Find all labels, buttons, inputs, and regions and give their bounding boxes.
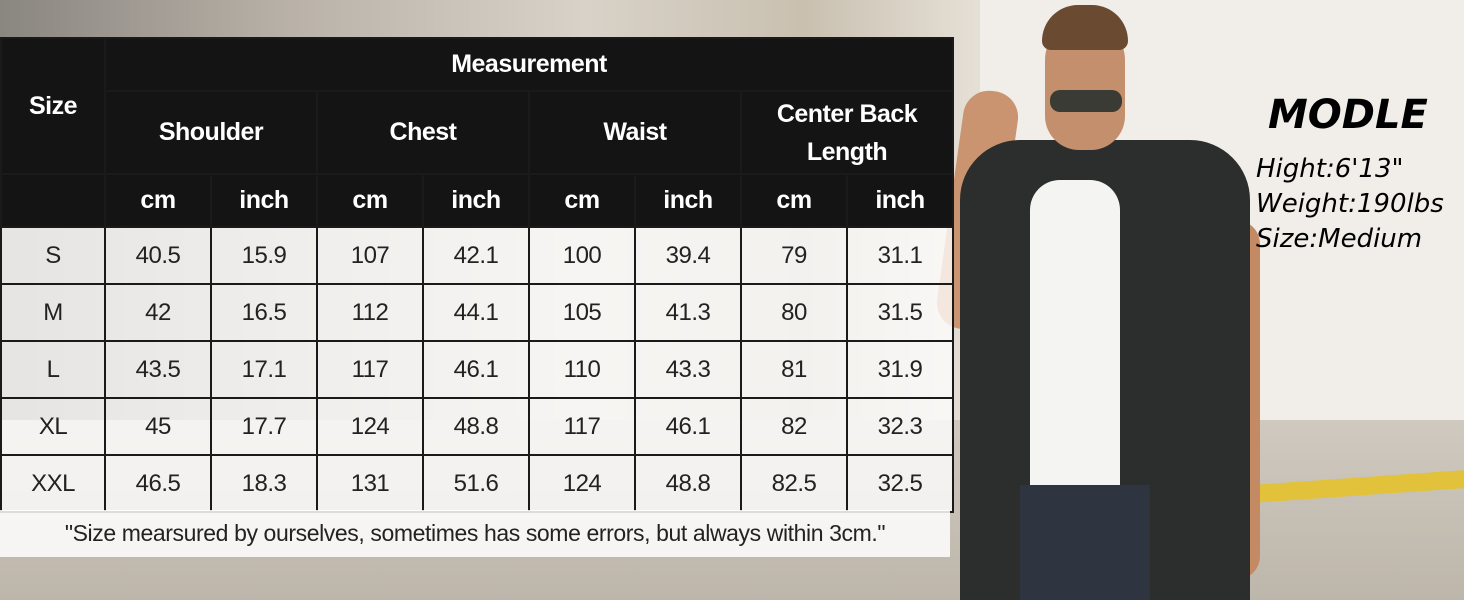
unit-header: cm <box>316 173 424 228</box>
table-row: M 42 16.5 112 44.1 105 41.3 80 31.5 <box>0 283 955 342</box>
table-row: L 43.5 17.1 117 46.1 110 43.3 81 31.9 <box>0 340 955 399</box>
unit-header: inch <box>845 173 955 228</box>
table-row: S 40.5 15.9 107 42.1 100 39.4 79 31.1 <box>0 226 955 285</box>
measurement-cell: 43.5 <box>104 340 212 399</box>
unit-header: inch <box>634 173 742 228</box>
footnote: "Size mearsured by ourselves, sometimes … <box>0 510 950 557</box>
measurement-cell: 44.1 <box>422 283 530 342</box>
measurement-cell: 117 <box>316 340 424 399</box>
measurement-cell: 42.1 <box>422 226 530 285</box>
measurement-cell: 46.1 <box>634 397 742 456</box>
measurement-cell: 17.1 <box>210 340 318 399</box>
measurement-cell: 15.9 <box>210 226 318 285</box>
unit-header: cm <box>528 173 636 228</box>
measurement-cell: 43.3 <box>634 340 742 399</box>
measurement-cell: 40.5 <box>104 226 212 285</box>
size-cell: XXL <box>0 454 106 513</box>
measurement-header: Measurement <box>103 37 955 92</box>
measurement-cell: 48.8 <box>422 397 530 456</box>
measurement-cell: 39.4 <box>634 226 742 285</box>
measurement-cell: 112 <box>316 283 424 342</box>
measurement-cell: 82 <box>740 397 848 456</box>
measurement-cell: 16.5 <box>210 283 318 342</box>
size-cell: L <box>0 340 106 399</box>
model-title: MODLE <box>1268 92 1428 138</box>
unit-header: inch <box>422 173 530 228</box>
measurement-cell: 105 <box>528 283 636 342</box>
measurement-cell: 124 <box>316 397 424 456</box>
measurement-cell: 110 <box>528 340 636 399</box>
unit-header: inch <box>210 173 318 228</box>
measurement-cell: 48.8 <box>634 454 742 513</box>
measurement-cell: 51.6 <box>422 454 530 513</box>
measurement-cell: 42 <box>104 283 212 342</box>
measurement-cell: 80 <box>740 283 848 342</box>
measurement-cell: 100 <box>528 226 636 285</box>
waist-header: Waist <box>528 90 742 175</box>
measurement-cell: 31.5 <box>845 283 955 342</box>
measurement-cell: 18.3 <box>210 454 318 513</box>
shoulder-header: Shoulder <box>104 90 318 175</box>
model-photo <box>933 0 1270 600</box>
measurement-cell: 45 <box>104 397 212 456</box>
size-cell: XL <box>0 397 106 456</box>
measurement-cell: 82.5 <box>740 454 848 513</box>
measurement-cell: 32.3 <box>845 397 955 456</box>
model-weight: Weight:190lbs <box>1256 189 1444 219</box>
center-back-length-header: Center Back Length <box>739 90 955 175</box>
measurement-cell: 46.1 <box>422 340 530 399</box>
measurement-cell: 117 <box>528 397 636 456</box>
size-cell: S <box>0 226 106 285</box>
measurement-cell: 17.7 <box>210 397 318 456</box>
measurement-cell: 79 <box>740 226 848 285</box>
measurement-cell: 31.9 <box>845 340 955 399</box>
measurement-cell: 46.5 <box>104 454 212 513</box>
table-row: XXL 46.5 18.3 131 51.6 124 48.8 82.5 32.5 <box>0 454 955 513</box>
measurement-cell: 124 <box>528 454 636 513</box>
unit-header: cm <box>740 173 848 228</box>
unit-header: cm <box>104 173 212 228</box>
measurement-cell: 31.1 <box>845 226 955 285</box>
measurement-cell: 107 <box>316 226 424 285</box>
size-header: Size <box>0 37 106 175</box>
size-chart-table: Size Measurement Shoulder Chest Waist Ce… <box>0 37 955 513</box>
model-info: MODLE Hight:6'13" Weight:190lbs Size:Med… <box>1256 92 1444 257</box>
model-height: Hight:6'13" <box>1256 154 1404 184</box>
measurement-cell: 81 <box>740 340 848 399</box>
measurement-cell: 41.3 <box>634 283 742 342</box>
size-header-spacer <box>0 173 106 228</box>
measurement-cell: 131 <box>316 454 424 513</box>
table-row: XL 45 17.7 124 48.8 117 46.1 82 32.3 <box>0 397 955 456</box>
chest-header: Chest <box>316 90 530 175</box>
measurement-cell: 32.5 <box>845 454 955 513</box>
size-cell: M <box>0 283 106 342</box>
model-size: Size:Medium <box>1256 224 1423 254</box>
